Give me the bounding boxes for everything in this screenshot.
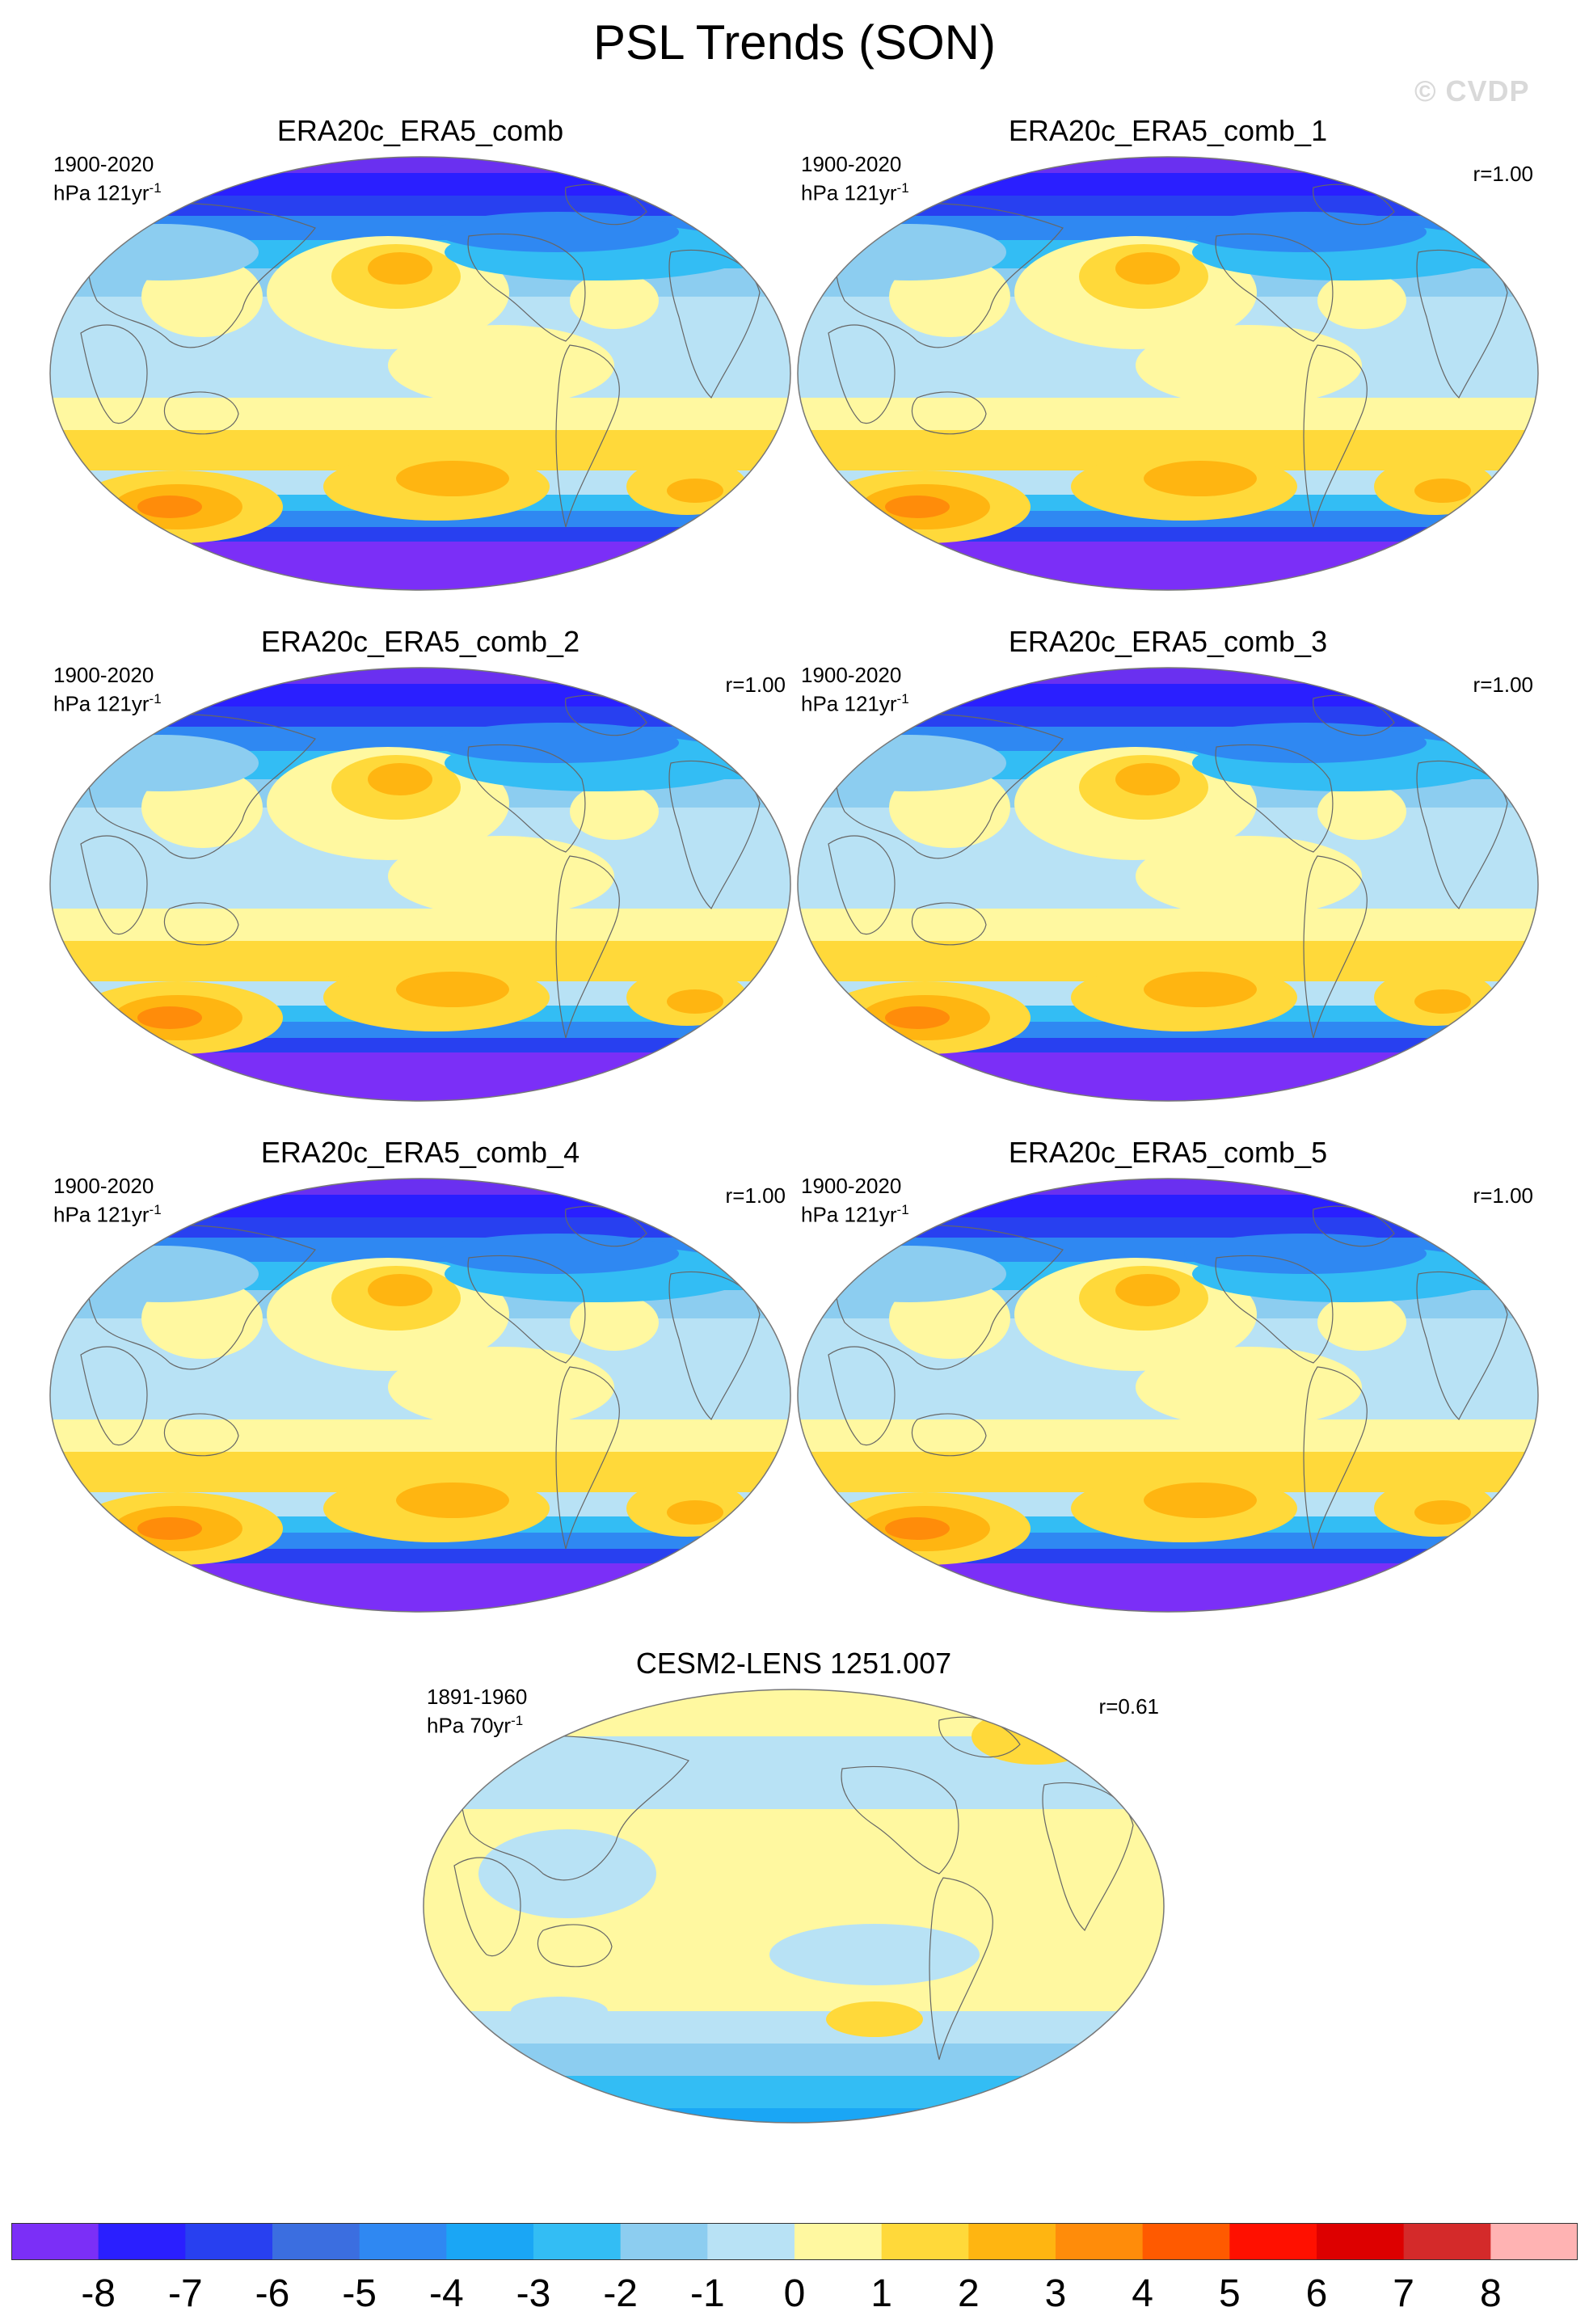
units-label: hPa 121yr-1 (801, 691, 909, 716)
colorbar-tick-label: 7 (1393, 2272, 1415, 2315)
colorbar-swatch (446, 2223, 534, 2260)
period-label: 1900-2020 (53, 152, 154, 176)
colorbar-tick-label: -6 (255, 2272, 290, 2315)
colorbar-tick-label: -4 (428, 2272, 464, 2315)
colorbar-tick-label: -5 (342, 2272, 377, 2315)
cvdp-watermark: © CVDP (1414, 74, 1530, 108)
colorbar-swatch (881, 2223, 969, 2260)
map-panel: ERA20c_ERA5_comb_4 1900-2020 hPa 121yr-1… (48, 1135, 792, 1644)
colorbar-swatch (1490, 2223, 1578, 2260)
period-label: 1900-2020 (801, 1174, 902, 1198)
panel-title: CESM2-LENS 1251.007 (635, 1647, 952, 1680)
units-label: hPa 121yr-1 (801, 1202, 909, 1227)
colorbar-swatch (968, 2223, 1056, 2260)
colorbar-tick-label: 3 (1044, 2272, 1067, 2315)
colorbar-tick-label: 6 (1305, 2272, 1328, 2315)
period-label: 1900-2020 (801, 663, 902, 687)
period-label: 1900-2020 (53, 1174, 154, 1198)
world-map (49, 156, 791, 591)
colorbar-swatch (185, 2223, 273, 2260)
colorbar-swatch (1403, 2223, 1491, 2260)
colorbar-tick-label: 8 (1479, 2272, 1502, 2315)
colorbar-swatch (1142, 2223, 1230, 2260)
world-map (797, 667, 1539, 1102)
colorbar-tick-label: 4 (1132, 2272, 1154, 2315)
correlation-label: r=1.00 (1473, 162, 1533, 186)
map-panel: ERA20c_ERA5_comb_1 1900-2020 hPa 121yr-1… (796, 113, 1540, 622)
colorbar-tick-label: 1 (870, 2272, 893, 2315)
colorbar-tick-label: -2 (603, 2272, 638, 2315)
period-label: 1891-1960 (427, 1685, 528, 1709)
units-label: hPa 121yr-1 (53, 691, 162, 716)
correlation-label: r=1.00 (1473, 673, 1533, 697)
colorbar-tick-label: 0 (783, 2272, 806, 2315)
map-panel: ERA20c_ERA5_comb_5 1900-2020 hPa 121yr-1… (796, 1135, 1540, 1644)
colorbar-swatch (359, 2223, 447, 2260)
panel-title: ERA20c_ERA5_comb_5 (1008, 1136, 1328, 1169)
world-map (797, 156, 1539, 591)
colorbar-swatch (794, 2223, 883, 2260)
map-panel: ERA20c_ERA5_comb_3 1900-2020 hPa 121yr-1… (796, 624, 1540, 1133)
colorbar-swatch (11, 2223, 99, 2260)
correlation-label: r=1.00 (725, 673, 786, 697)
map-panel: ERA20c_ERA5_comb_2 1900-2020 hPa 121yr-1… (48, 624, 792, 1133)
colorbar-swatch (620, 2223, 708, 2260)
panel-title: ERA20c_ERA5_comb_4 (260, 1136, 580, 1169)
panel-title: ERA20c_ERA5_comb_3 (1008, 625, 1328, 658)
colorbar-tick-label: -8 (81, 2272, 116, 2315)
world-map (49, 667, 791, 1102)
period-label: 1900-2020 (801, 152, 902, 176)
colorbar (11, 2223, 1578, 2260)
map-panel: ERA20c_ERA5_comb 1900-2020 hPa 121yr-1 (48, 113, 792, 622)
world-map (797, 1178, 1539, 1613)
colorbar-swatch (707, 2223, 795, 2260)
colorbar-tick-label: -1 (689, 2272, 725, 2315)
map-panel: CESM2-LENS 1251.007 1891-1960 hPa 70yr-1… (422, 1646, 1165, 2155)
panel-title: ERA20c_ERA5_comb_1 (1008, 114, 1328, 147)
correlation-label: r=1.00 (725, 1183, 786, 1208)
colorbar-swatch (1056, 2223, 1144, 2260)
correlation-label: r=1.00 (1473, 1183, 1533, 1208)
colorbar-swatch (533, 2223, 622, 2260)
units-label: hPa 121yr-1 (801, 180, 909, 205)
units-label: hPa 121yr-1 (53, 180, 162, 205)
colorbar-tick-label: -7 (167, 2272, 203, 2315)
colorbar-tick-label: 2 (957, 2272, 980, 2315)
world-map (423, 1689, 1165, 2124)
colorbar-tick-label: 5 (1218, 2272, 1241, 2315)
colorbar-swatch (98, 2223, 186, 2260)
colorbar-swatch (272, 2223, 360, 2260)
figure-title: PSL Trends (SON) (593, 15, 996, 70)
colorbar-tick-label: -3 (516, 2272, 551, 2315)
panel-title: ERA20c_ERA5_comb (276, 114, 564, 147)
correlation-label: r=0.61 (1098, 1694, 1159, 1719)
world-map (49, 1178, 791, 1613)
colorbar-swatch (1317, 2223, 1405, 2260)
units-label: hPa 121yr-1 (53, 1202, 162, 1227)
panel-title: ERA20c_ERA5_comb_2 (260, 625, 580, 658)
period-label: 1900-2020 (53, 663, 154, 687)
units-label: hPa 70yr-1 (427, 1713, 524, 1738)
colorbar-swatch (1229, 2223, 1317, 2260)
colorbar-labels: -8 -7 -6 -5 -4 -3 -2 -1 0 1 2 3 4 5 6 7 8 (0, 2271, 1589, 2320)
